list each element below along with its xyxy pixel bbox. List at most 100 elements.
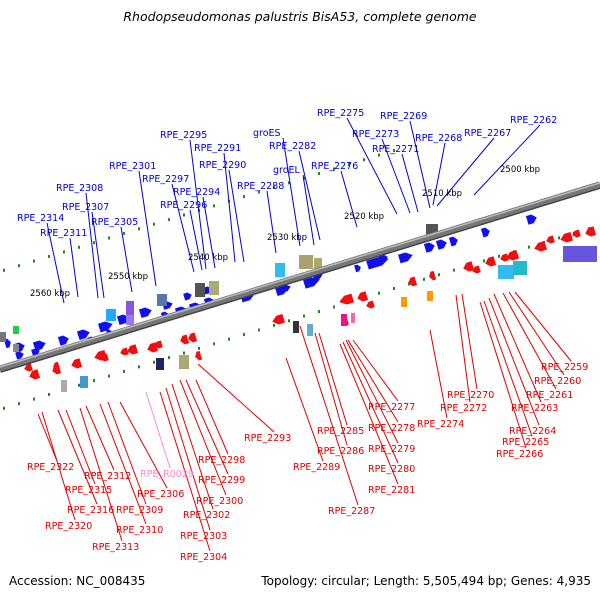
lower-tick-dot	[3, 406, 5, 410]
lower-tick-dot	[303, 314, 305, 318]
label-leader-line	[502, 292, 557, 390]
reverse-gene-arrow	[100, 353, 109, 362]
label-leader-line	[285, 357, 324, 462]
forward-gene-arrow	[448, 236, 458, 247]
reverse-gene-arrow	[357, 291, 369, 302]
feature-block	[314, 258, 322, 270]
reverse-gene-arrow	[585, 226, 597, 237]
lower-tick-dot	[153, 360, 155, 364]
reverse-gene-arrow	[180, 334, 190, 345]
gene-label: RPE_2264	[509, 426, 556, 437]
reverse-gene-arrow	[560, 231, 574, 243]
gene-label: RPE_2260	[534, 376, 581, 387]
label-leader-line	[99, 403, 147, 525]
feature-block	[61, 380, 67, 392]
gene-label: RPE_2288	[237, 181, 284, 192]
label-leader-line	[401, 153, 419, 213]
forward-gene-arrow	[280, 284, 291, 293]
gene-label: RPE_2266	[496, 449, 543, 460]
lower-tick-dot	[483, 259, 485, 263]
label-leader-line	[436, 137, 495, 207]
lower-tick-dot	[123, 369, 125, 373]
gene-label: RPE_2287	[328, 506, 375, 517]
lower-tick-dot	[438, 273, 440, 277]
upper-tick-dot	[258, 190, 260, 194]
gene-label: RPE_2311	[40, 228, 87, 239]
label-leader-line	[145, 391, 171, 469]
label-leader-line	[455, 294, 471, 403]
gene-label: RPE_2277	[368, 402, 415, 413]
gene-label: RPE_2308	[56, 183, 103, 194]
accession-text: Accession: NC_008435	[9, 574, 146, 588]
lower-tick-dot	[258, 328, 260, 332]
label-leader-line	[479, 301, 527, 449]
reverse-gene-arrow	[127, 344, 139, 355]
label-leader-line	[514, 291, 572, 362]
forward-gene-arrow	[32, 340, 46, 352]
upper-tick-dot	[318, 172, 320, 176]
gene-label: RPE_2310	[116, 525, 163, 536]
reverse-gene-arrow	[463, 261, 475, 272]
gene-label: RPE_2306	[137, 489, 184, 500]
upper-tick-dot	[378, 153, 380, 157]
reverse-gene-arrow	[24, 363, 33, 372]
label-leader-line	[46, 222, 65, 304]
reverse-gene-arrow	[534, 240, 548, 252]
label-leader-line	[493, 293, 542, 403]
scale-tick-label: 2530 kbp	[267, 233, 307, 243]
feature-block	[513, 261, 527, 275]
label-leader-line	[314, 332, 348, 446]
scale-tick-label: 2550 kbp	[108, 272, 148, 282]
lower-tick-dot	[183, 351, 185, 355]
upper-tick-dot	[153, 222, 155, 226]
forward-gene-arrow	[354, 264, 361, 273]
lower-tick-dot	[393, 287, 395, 291]
reverse-gene-arrow	[500, 253, 509, 262]
label-leader-line	[340, 170, 358, 228]
gene-label: RPE_2285	[317, 426, 364, 437]
label-leader-line	[65, 409, 96, 485]
upper-tick-dot	[78, 245, 80, 249]
upper-tick-dot	[183, 213, 185, 217]
gene-label: RPE_2297	[142, 174, 189, 185]
scale-tick-label: 2500 kbp	[500, 165, 540, 175]
lower-tick-dot	[453, 268, 455, 272]
upper-tick-dot	[93, 241, 95, 245]
upper-tick-dot	[288, 181, 290, 185]
scale-tick-label: 2520 kbp	[344, 212, 384, 222]
reverse-gene-arrow	[572, 229, 581, 238]
gene-arrows	[0, 214, 597, 392]
lower-tick-dot	[108, 374, 110, 378]
label-leader-line	[345, 339, 399, 444]
lower-tick-dot	[48, 392, 50, 396]
label-leader-line	[57, 409, 98, 505]
reverse-gene-arrow	[272, 313, 286, 325]
lower-tick-dot	[558, 236, 560, 240]
lower-tick-dot	[228, 337, 230, 341]
upper-tick-dot	[108, 236, 110, 240]
label-leader-line	[197, 363, 275, 433]
lower-tick-dot	[168, 356, 170, 360]
lower-tick-dot	[333, 305, 335, 309]
gene-label: RPE_2262	[510, 115, 557, 126]
label-leader-line	[483, 300, 533, 437]
gene-label: RPE_2299	[198, 475, 245, 486]
gene-label: RPE_2307	[62, 202, 109, 213]
gene-label: groEL	[273, 165, 301, 176]
label-leader-line	[179, 379, 227, 496]
feature-block	[401, 297, 407, 307]
forward-gene-arrow	[525, 214, 537, 225]
gene-label: RPE_2302	[183, 510, 230, 521]
label-leader-line	[302, 174, 315, 246]
feature-block	[307, 324, 313, 336]
reverse-gene-arrow	[53, 361, 60, 370]
reverse-gene-arrow	[366, 300, 375, 309]
label-leader-line	[223, 152, 236, 263]
feature-block	[341, 314, 347, 326]
gene-label: RPE_2289	[293, 462, 340, 473]
gene-label: RPE_2267	[464, 128, 511, 139]
lower-tick-dot	[33, 397, 35, 401]
upper-tick-dot	[333, 167, 335, 171]
lower-tick-dot	[243, 333, 245, 337]
gene-label: RPE_2290	[199, 160, 246, 171]
